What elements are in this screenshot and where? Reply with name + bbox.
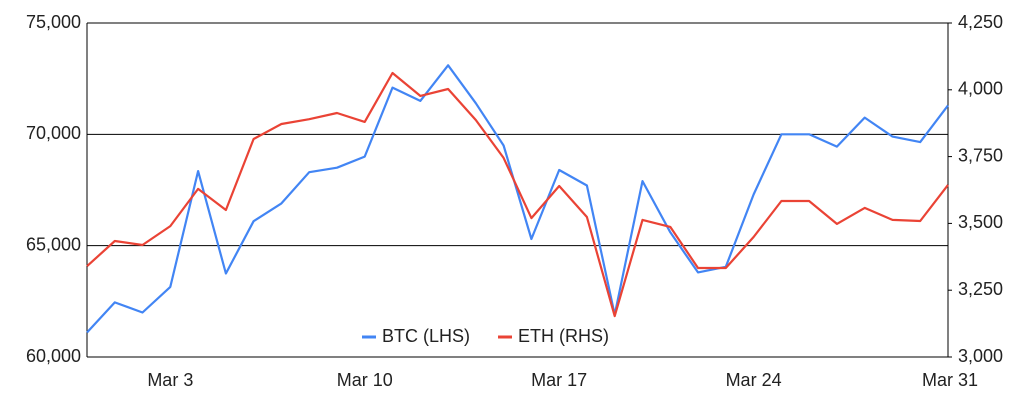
x-tick-label: Mar 3 [147,370,193,390]
y2-tick-label: 4,000 [958,79,1003,99]
legend-label: ETH (RHS) [518,326,609,346]
legend-label: BTC (LHS) [382,326,470,346]
y-tick-label: 70,000 [26,123,81,143]
series-line [86,64,949,334]
y2-tick-label: 3,500 [958,212,1003,232]
series-line [86,71,949,318]
x-tick-label: Mar 24 [726,370,782,390]
x-tick-label: Mar 17 [531,370,587,390]
x-tick-label: Mar 10 [337,370,393,390]
y2-tick-label: 4,250 [958,12,1003,32]
y2-tick-label: 3,250 [958,279,1003,299]
y-tick-label: 65,000 [26,234,81,254]
y2-tick-label: 3,750 [958,145,1003,165]
x-tick-label: Mar 31 [922,370,978,390]
y-tick-label: 60,000 [26,346,81,366]
y2-tick-label: 3,000 [958,346,1003,366]
y-tick-label: 75,000 [26,12,81,32]
